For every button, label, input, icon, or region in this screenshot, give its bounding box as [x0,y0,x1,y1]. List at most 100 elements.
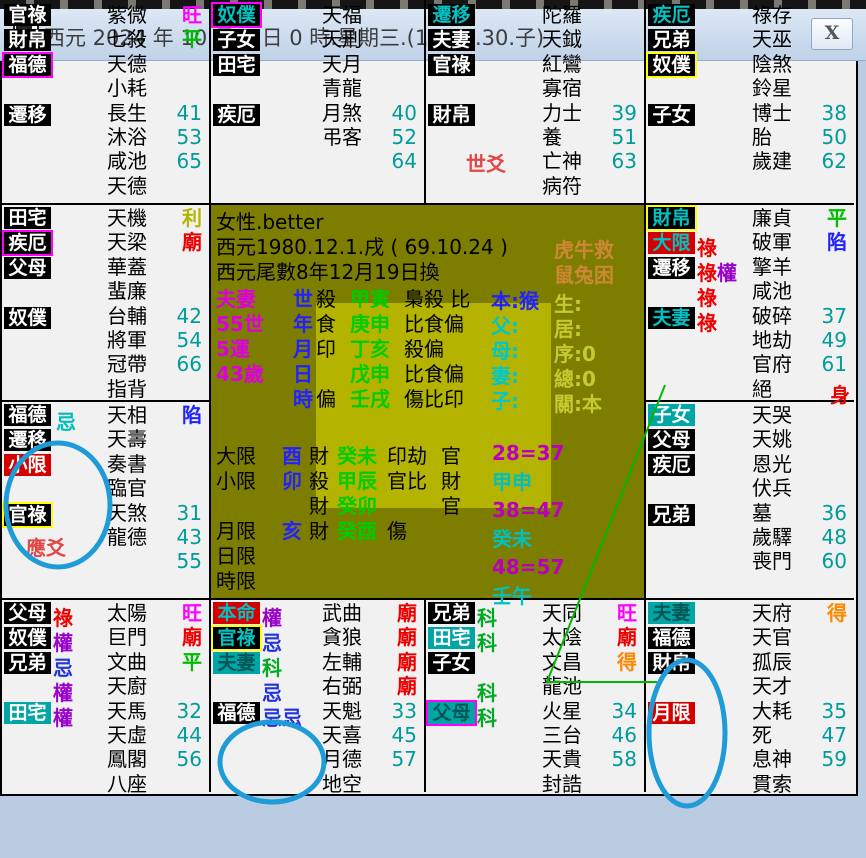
star-name: 天府 [752,601,792,625]
pillar-key: 世 [293,287,313,311]
sihua-祿: 祿 [53,606,73,630]
age-number: 33 [391,698,417,723]
brightness-mark: 利 [182,206,202,230]
sihua-marks: 忌 [262,627,282,656]
star-name: 官府 [752,352,792,377]
age-number: 35 [821,698,847,723]
sihua-marks: 祿 [697,282,717,311]
star-row: 武曲 廟 [322,601,417,625]
sihua-祿: 祿 [697,236,717,260]
palace-r0c3[interactable]: 疾厄 兄弟 奴僕 子女 祿存 天巫 陰煞 鈴星 博士 38 胎 50 歲建 62 [644,0,854,203]
star-name: 破軍 [752,230,792,255]
star-row: 封誥 [542,772,637,796]
limit-ganzhi: 癸酉 [337,519,377,543]
age-number: 62 [821,149,847,174]
sihua-marks: 科 [477,627,497,656]
palace-label-遷移: 遷移 [4,104,51,126]
age-number: 47 [821,722,847,747]
stat-label: 序:0 [554,342,596,366]
pillar-ganzhi: 甲寅 [350,287,390,311]
sihua-權: 權 [53,681,73,705]
palace-r3c0[interactable]: 父母 奴僕 兄弟 田宅祿權忌權權太陽旺巨門廟文曲平天廚 天馬 32 天虛 44 鳳閣 56 八座 [0,598,209,796]
star-name: 天哭 [752,403,792,427]
star-row: 八座 [107,772,202,796]
star-name: 天廚 [107,674,147,699]
star-name: 天鉞 [542,27,582,52]
star-name: 天月 [322,51,362,76]
star-row: 陀羅 [542,3,637,27]
sihua-權: 權 [717,261,737,285]
palace-label-兄弟: 兄弟 [648,29,695,51]
palace-r3c3[interactable]: 夫妻 福德 財帛 月限 天府 得天官 孤辰 天才 大耗 35 死 47 息神 59 貫索 [644,598,854,796]
star-row: 天德 [107,52,202,76]
palace-r3c1[interactable]: 本命 官祿 夫妻 福德權忌科忌忌忌 武曲廟貪狼廟左輔廟右弼廟天魁 33 天喜 45 月德 57 地空 [209,598,424,796]
limit-ganzhi: 癸未 [337,444,377,468]
palace-r0c0[interactable]: 官祿 財帛 福德 遷移 紫微旺七殺平天德 小耗 長生 41 沐浴 53 咸池 65 天德 [0,0,209,203]
sihua-科: 科 [477,706,497,730]
palace-label-奴僕: 奴僕 [4,627,51,649]
star-row: 沐浴 53 [107,125,202,149]
star-list: 天哭 天姚 恩光 伏兵墓 36 歲驛 48 喪門 60 [752,403,847,574]
star-row: 破軍 陷 [752,230,847,254]
star-row: 寡宿 [542,76,637,100]
palace-r2c0[interactable]: 福德 遷移 小限 官祿 天相 陷天壽 奏書 臨官 天煞 31 龍德 43 55 忌應爻 [0,400,209,598]
star-name: 龍池 [542,674,582,699]
star-name: 八座 [107,771,147,796]
star-row: 咸池 65 [107,149,202,173]
palace-label-遷移: 遷移 [648,257,695,279]
palace-label-官祿: 官祿 [4,504,51,526]
star-name: 祿存 [752,3,792,27]
star-row: 貫索 [752,772,847,796]
brightness-mark: 平 [827,206,847,230]
pillar-gods: 梟殺 比 [404,287,471,311]
palace-label-父母: 父母 [428,702,475,724]
palace-r3c2[interactable]: 兄弟 田宅 子女 父母科科科科天同旺太陰廟文昌得龍池 火星 34 三台 46 天貴 58 封誥 [424,598,644,796]
star-row: 天鉞 [542,27,637,51]
palace-r1c0[interactable]: 田宅 疾厄 父母 奴僕 天機 利天梁 廟華蓋 蜚廉 台輔 42 將軍 54 冠帶 66 指背 [0,203,209,401]
palace-r1c3[interactable]: 財帛 大限 遷移 夫妻祿祿權祿祿廉貞平破軍陷擎羊 咸池 破碎 37 地劫 49 官府 61 絕身 [644,203,854,407]
star-row: 天姚 [752,427,847,451]
palace-label-疾厄: 疾厄 [648,454,695,476]
star-row: 天月 [322,52,417,76]
sihua-marks: 祿 [697,232,717,261]
pillar-key: 月 [293,337,313,361]
star-name: 天福 [322,3,362,27]
limit-row-label: 小限 [216,469,256,493]
star-list: 天機 利天梁 廟華蓋 蜚廉 台輔 42 將軍 54 冠帶 66 指背 [107,206,202,401]
palace-r0c2[interactable]: 遷移 夫妻 官祿 財帛 陀羅 天鉞 紅鸞 寡宿 力士 39 養 51 亡神 63 病符 世爻 [424,0,644,203]
palace-r2c3[interactable]: 子女 父母 疾厄 兄弟 天哭 天姚 恩光 伏兵墓 36 歲驛 48 喪門 60 [644,400,854,598]
star-name: 文曲 [107,649,147,674]
star-row: 天機 利 [107,206,202,230]
sihua-忌: 忌 [282,706,302,730]
star-name: 咸池 [107,149,147,174]
palace-r0c1[interactable]: 奴僕 子女 田宅 疾厄 天福 天刑 天月 青龍 月煞 40 弔客 52 64 [209,0,424,203]
palace-label-父母: 父母 [4,602,51,624]
palace-label-福德: 福德 [4,404,51,426]
star-name: 病符 [542,173,582,198]
age-number: 51 [611,124,637,149]
close-button[interactable]: X [811,18,853,50]
sihua-marks: 忌 [262,677,282,706]
star-name: 天德 [107,51,147,76]
star-row: 台輔 42 [107,304,202,328]
pillar-gods: 比食偏 [404,362,464,386]
chart-area: 女性.better 西元1980.12.1.戌 ( 69.10.24 ) 西元尾數8… [0,0,858,796]
star-row: 臨官 [107,476,202,500]
limit-pre: 殺 [309,469,329,493]
star-name: 歲建 [752,149,792,174]
star-row: 咸池 [752,279,847,303]
decade-ganzhi: 壬午 [492,584,532,608]
star-name: 天魁 [322,698,362,723]
pillar-ganzhi: 戊申 [350,362,390,386]
star-row: 天哭 [752,403,847,427]
sihua-marks: 科 [477,702,497,731]
pillar-pre: 偏 [316,387,336,411]
pillar-key: 時 [293,387,313,411]
limit-branch: 酉 [282,444,302,468]
star-name: 蜚廉 [107,279,147,304]
kin-label: 母: [491,339,519,363]
star-row: 蜚廉 [107,279,202,303]
age-number: 52 [391,124,417,149]
palace-label-月限: 月限 [648,702,695,724]
star-name: 力士 [542,100,582,125]
